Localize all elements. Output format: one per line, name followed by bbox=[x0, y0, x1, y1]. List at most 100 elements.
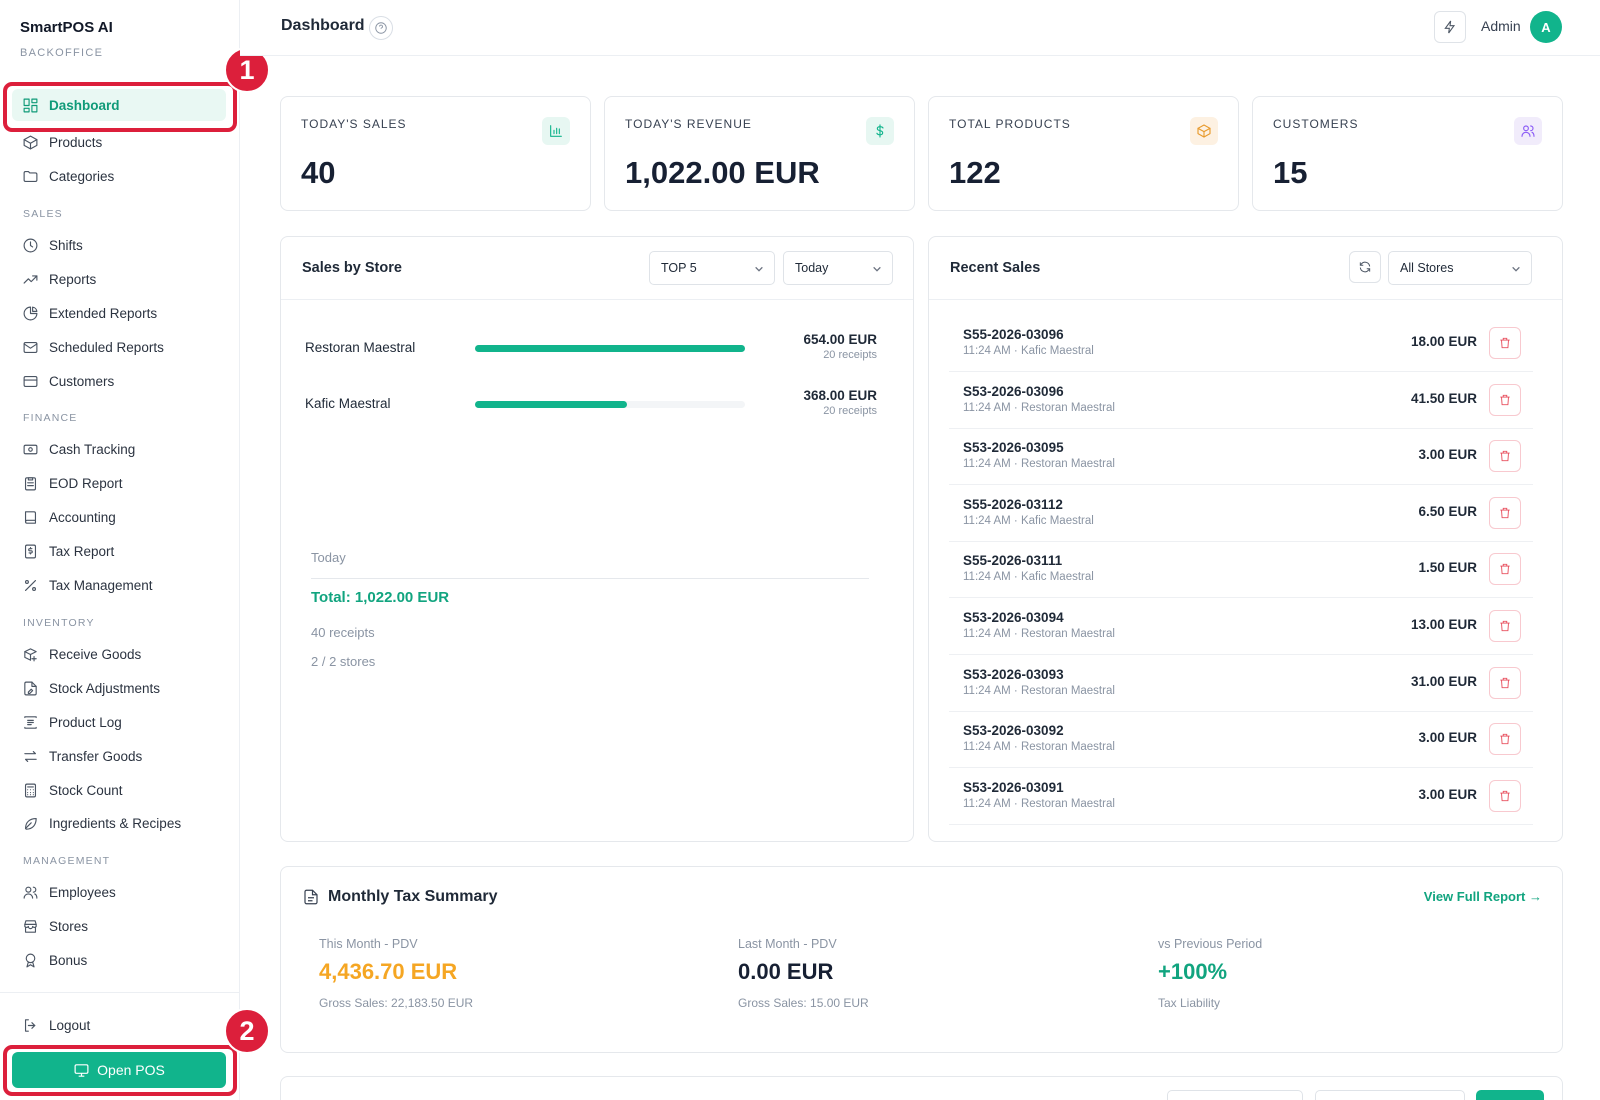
logout-icon bbox=[24, 1018, 36, 1032]
sale-amount: 3.00 EUR bbox=[1418, 786, 1477, 802]
sale-row[interactable]: S55-2026-03112 11:24 AM · Kafic Maestral 6… bbox=[949, 487, 1533, 542]
summary-stores: 2 / 2 stores bbox=[311, 654, 376, 669]
sidebar-item-categories[interactable]: Categories bbox=[12, 160, 226, 192]
folder-icon bbox=[23, 170, 38, 182]
sidebar-item-transfer-goods[interactable]: Transfer Goods bbox=[12, 740, 226, 772]
section-label-finance: FINANCE bbox=[23, 412, 78, 424]
help-button[interactable] bbox=[369, 16, 393, 40]
delete-sale-button[interactable] bbox=[1489, 440, 1521, 473]
sidebar-item-customers[interactable]: Customers bbox=[12, 365, 226, 397]
sidebar-item-ingredients-recipes[interactable]: Ingredients & Recipes bbox=[12, 807, 226, 839]
delete-sale-button[interactable] bbox=[1489, 383, 1521, 416]
delete-sale-button[interactable] bbox=[1489, 666, 1521, 699]
sidebar-item-product-log[interactable]: Product Log bbox=[12, 706, 226, 738]
trash-icon bbox=[1500, 620, 1510, 632]
sidebar-item-employees[interactable]: Employees bbox=[12, 876, 226, 908]
this-month-label: This Month - PDV bbox=[319, 937, 418, 951]
sidebar-item-cash-tracking[interactable]: Cash Tracking bbox=[12, 433, 226, 465]
trash-icon bbox=[1500, 394, 1510, 405]
sale-meta: 11:24 AM · Kafic Maestral bbox=[963, 345, 1094, 357]
logout-label: Logout bbox=[49, 1017, 91, 1033]
sale-row[interactable]: S53-2026-03091 11:24 AM · Restoran Maestr… bbox=[949, 770, 1533, 825]
sidebar-item-products[interactable]: Products bbox=[12, 126, 226, 158]
sidebar-item-reports[interactable]: Reports bbox=[12, 263, 226, 295]
sale-amount: 41.50 EUR bbox=[1410, 390, 1477, 406]
store-bar-track bbox=[475, 345, 745, 352]
sidebar-item-extended-reports[interactable]: Extended Reports bbox=[12, 297, 226, 329]
last-month-gross: Gross Sales: 15.00 EUR bbox=[738, 996, 869, 1010]
chevron-down-icon bbox=[873, 266, 881, 272]
sidebar-item-accounting[interactable]: Accounting bbox=[12, 501, 226, 533]
sale-amount: 31.00 EUR bbox=[1410, 673, 1477, 689]
sidebar-item-shifts[interactable]: Shifts bbox=[12, 229, 226, 261]
store-filter-select[interactable] bbox=[1315, 1090, 1465, 1100]
mail-icon bbox=[23, 341, 38, 353]
view-full-report-link[interactable]: View Full Report → bbox=[1423, 889, 1542, 904]
date-input[interactable] bbox=[1167, 1090, 1303, 1100]
sale-row[interactable]: S55-2026-03096 11:24 AM · Kafic Maestral 1… bbox=[949, 317, 1533, 372]
logout-button[interactable]: Logout bbox=[12, 1009, 226, 1041]
sale-row[interactable]: S53-2026-03096 11:24 AM · Restoran Maestr… bbox=[949, 374, 1533, 429]
sales-by-store-panel: Sales by Store TOP 5 Today Restoran Maes… bbox=[280, 236, 914, 842]
user-name[interactable]: Admin bbox=[1481, 18, 1521, 34]
sidebar-item-label: Products bbox=[49, 134, 103, 150]
refresh-button[interactable] bbox=[1349, 251, 1381, 283]
sale-row[interactable]: S53-2026-03094 11:24 AM · Restoran Maestr… bbox=[949, 600, 1533, 655]
store-name: Restoran Maestral bbox=[305, 340, 416, 355]
open-pos-button[interactable]: Open POS bbox=[12, 1052, 226, 1088]
sale-row[interactable]: S53-2026-03095 11:24 AM · Restoran Maestr… bbox=[949, 430, 1533, 486]
avatar[interactable]: A bbox=[1530, 11, 1562, 43]
sidebar-item-scheduled-reports[interactable]: Scheduled Reports bbox=[12, 331, 226, 363]
period-select[interactable]: Today bbox=[783, 251, 893, 285]
delete-sale-button[interactable] bbox=[1489, 553, 1521, 586]
sale-row[interactable]: S53-2026-03093 11:24 AM · Restoran Maestr… bbox=[949, 657, 1533, 712]
sidebar-item-tax-management[interactable]: Tax Management bbox=[12, 569, 226, 601]
delete-sale-button[interactable] bbox=[1489, 496, 1521, 529]
sidebar-item-eod-report[interactable]: EOD Report bbox=[12, 467, 226, 499]
trending-up-icon bbox=[23, 274, 38, 284]
sale-amount: 1.50 EUR bbox=[1418, 560, 1477, 576]
summary-total: Total: 1,022.00 EUR bbox=[311, 589, 450, 606]
comparison-label: vs Previous Period bbox=[1158, 937, 1263, 951]
quick-actions-button[interactable] bbox=[1434, 11, 1466, 43]
banknote-icon bbox=[23, 444, 38, 454]
delete-sale-button[interactable] bbox=[1489, 723, 1521, 756]
top-header: Dashboard Admin A bbox=[240, 0, 1600, 56]
chevron-down-icon bbox=[1512, 266, 1520, 272]
sale-row[interactable]: S55-2026-03111 11:24 AM · Kafic Maestral 1… bbox=[949, 543, 1533, 599]
calculator-icon bbox=[24, 783, 37, 797]
section-label-inventory: INVENTORY bbox=[23, 617, 95, 629]
clipboard-icon bbox=[24, 476, 37, 490]
store-name: Kafic Maestral bbox=[305, 396, 391, 411]
sidebar-item-stock-adjustments[interactable]: Stock Adjustments bbox=[12, 672, 226, 704]
sidebar-item-label: Cash Tracking bbox=[49, 441, 136, 457]
sidebar-item-label: Reports bbox=[49, 271, 97, 287]
sale-row[interactable]: S53-2026-03092 11:24 AM · Restoran Maestr… bbox=[949, 713, 1533, 769]
select-value: TOP 5 bbox=[661, 261, 697, 275]
list-icon bbox=[24, 715, 37, 729]
sidebar-item-receive-goods[interactable]: Receive Goods bbox=[12, 638, 226, 670]
sidebar-item-stores[interactable]: Stores bbox=[12, 910, 226, 942]
sidebar-item-label: Transfer Goods bbox=[49, 748, 143, 764]
sidebar-item-dashboard[interactable]: Dashboard bbox=[12, 89, 226, 121]
store-filter-select[interactable]: All Stores bbox=[1388, 251, 1532, 285]
store-receipts: 20 receipts bbox=[823, 405, 877, 417]
sidebar-item-tax-report[interactable]: Tax Report bbox=[12, 535, 226, 567]
sidebar-item-stock-count[interactable]: Stock Count bbox=[12, 774, 226, 806]
store-row: Restoran Maestral 654.00 EUR 20 receipts bbox=[305, 332, 877, 372]
sale-id: S53-2026-03093 bbox=[963, 666, 1064, 682]
sale-meta: 11:24 AM · Kafic Maestral bbox=[963, 571, 1094, 584]
top-count-select[interactable]: TOP 5 bbox=[649, 251, 775, 285]
sale-id: S53-2026-03091 bbox=[963, 779, 1064, 795]
store-bar bbox=[475, 401, 627, 408]
package-plus-icon bbox=[24, 647, 37, 661]
delete-sale-button[interactable] bbox=[1489, 610, 1521, 642]
delete-sale-button[interactable] bbox=[1489, 327, 1521, 359]
apply-button[interactable] bbox=[1476, 1090, 1544, 1100]
comparison-sub: Tax Liability bbox=[1158, 996, 1221, 1010]
file-edit-icon bbox=[24, 681, 37, 695]
sidebar-item-bonus[interactable]: Bonus bbox=[12, 944, 226, 976]
open-pos-label: Open POS bbox=[97, 1062, 165, 1078]
sidebar: SmartPOS AI BACKOFFICE Dashboard Product… bbox=[0, 0, 240, 1100]
delete-sale-button[interactable] bbox=[1489, 779, 1521, 812]
